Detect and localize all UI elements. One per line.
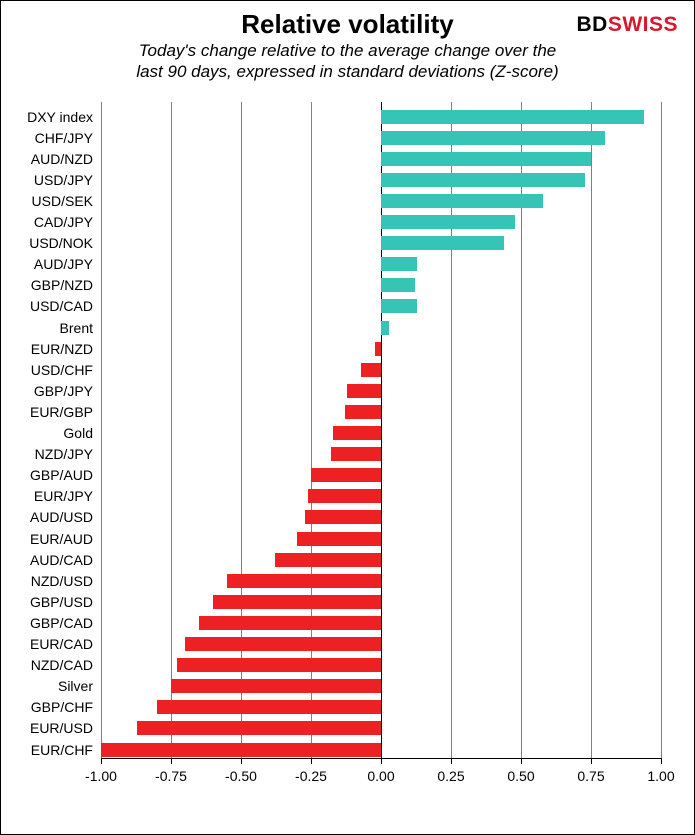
x-axis-label: -0.75: [155, 768, 187, 784]
bar: [305, 510, 381, 524]
y-axis-label: GBP/NZD: [31, 277, 93, 293]
y-axis-label: NZD/USD: [31, 573, 93, 589]
bar: [177, 658, 381, 672]
y-axis-label: GBP/CHF: [31, 699, 93, 715]
x-tick: [311, 758, 312, 764]
bar: [381, 194, 543, 208]
y-axis-label: AUD/USD: [30, 509, 93, 525]
bar: [333, 426, 381, 440]
chart-subtitle-2: last 90 days, expressed in standard devi…: [1, 61, 694, 82]
bar: [137, 721, 381, 735]
x-tick: [171, 758, 172, 764]
y-axis-label: AUD/JPY: [34, 256, 93, 272]
x-axis-label: 0.50: [507, 768, 534, 784]
y-axis-label: AUD/NZD: [31, 151, 93, 167]
y-axis-label: EUR/GBP: [30, 404, 93, 420]
y-axis-label: NZD/JPY: [35, 446, 93, 462]
bar: [381, 257, 417, 271]
chart-subtitle-1: Today's change relative to the average c…: [1, 40, 694, 61]
y-axis-label: CAD/JPY: [34, 214, 93, 230]
bar: [375, 342, 381, 356]
y-axis-label: EUR/JPY: [34, 488, 93, 504]
x-axis-label: 0.75: [577, 768, 604, 784]
y-axis-label: DXY index: [27, 109, 93, 125]
x-tick: [381, 758, 382, 764]
y-axis-label: CHF/JPY: [35, 130, 93, 146]
bar: [381, 173, 585, 187]
gridline: [171, 102, 172, 758]
bar: [311, 468, 381, 482]
bar: [381, 131, 605, 145]
y-axis-label: EUR/NZD: [31, 341, 93, 357]
plot-area: -1.00-0.75-0.50-0.250.000.250.500.751.00: [101, 102, 661, 758]
x-axis-label: -1.00: [85, 768, 117, 784]
x-tick: [591, 758, 592, 764]
y-axis-label: AUD/CAD: [30, 552, 93, 568]
bar: [381, 236, 504, 250]
chart-container: BDSWISS Relative volatility Today's chan…: [0, 0, 695, 835]
logo-bd: BD: [576, 13, 607, 36]
x-tick: [521, 758, 522, 764]
y-axis-label: Silver: [58, 678, 93, 694]
bar: [227, 574, 381, 588]
y-axis-label: USD/CAD: [30, 298, 93, 314]
y-axis-label: USD/CHF: [31, 362, 93, 378]
y-axis-label: USD/JPY: [34, 172, 93, 188]
bar: [213, 595, 381, 609]
gridline: [101, 102, 102, 758]
bar: [345, 405, 381, 419]
x-axis-label: 0.00: [367, 768, 394, 784]
gridline: [591, 102, 592, 758]
y-axis-label: GBP/AUD: [30, 467, 93, 483]
y-axis-label: EUR/CHF: [31, 742, 93, 758]
bar: [171, 679, 381, 693]
x-tick: [101, 758, 102, 764]
x-axis-label: -0.25: [295, 768, 327, 784]
bar: [381, 152, 591, 166]
bar: [185, 637, 381, 651]
x-tick: [451, 758, 452, 764]
y-axis-label: EUR/CAD: [30, 636, 93, 652]
y-axis-label: USD/NOK: [29, 235, 93, 251]
x-axis-label: -0.50: [225, 768, 257, 784]
bar: [347, 384, 381, 398]
y-axis-label: GBP/JPY: [34, 383, 93, 399]
bar: [331, 447, 381, 461]
x-axis-label: 0.25: [437, 768, 464, 784]
bar: [157, 700, 381, 714]
y-axis-label: NZD/CAD: [31, 657, 93, 673]
bar: [381, 215, 515, 229]
logo-swiss: SWISS: [608, 13, 678, 36]
x-tick: [241, 758, 242, 764]
bar: [381, 110, 644, 124]
y-axis-label: Gold: [63, 425, 93, 441]
y-axis-label: USD/SEK: [32, 193, 93, 209]
bar: [308, 489, 381, 503]
gridline: [661, 102, 662, 758]
bar: [101, 743, 381, 757]
bar: [381, 299, 417, 313]
y-axis-label: EUR/AUD: [30, 531, 93, 547]
y-axis-label: GBP/CAD: [30, 615, 93, 631]
y-axis-label: EUR/USD: [30, 720, 93, 736]
brand-logo: BDSWISS: [576, 13, 678, 37]
bar: [361, 363, 381, 377]
bar: [275, 553, 381, 567]
bar: [381, 278, 415, 292]
x-axis-label: 1.00: [647, 768, 674, 784]
y-axis-label: GBP/USD: [30, 594, 93, 610]
bar: [199, 616, 381, 630]
y-axis-label: Brent: [60, 320, 93, 336]
bar: [297, 532, 381, 546]
bar: [381, 321, 389, 335]
x-tick: [661, 758, 662, 764]
